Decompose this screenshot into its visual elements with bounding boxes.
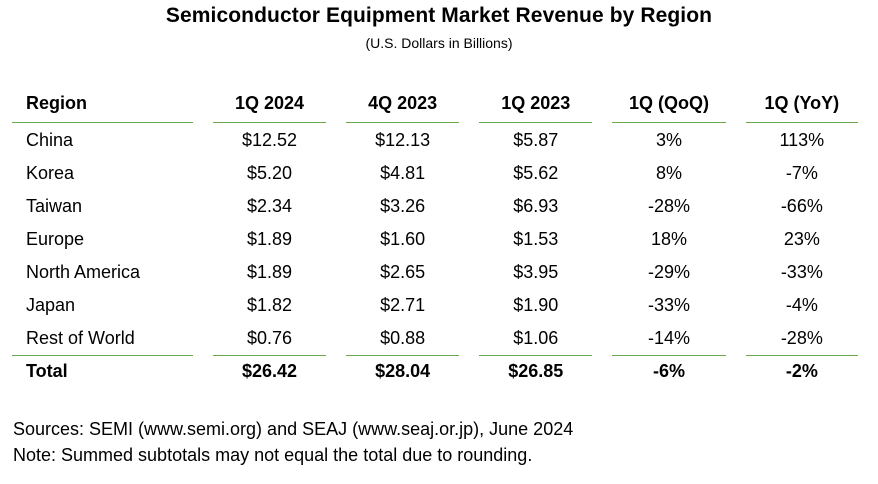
value-cell: $5.87 bbox=[513, 129, 559, 150]
percent-cell: -14% bbox=[647, 328, 691, 348]
value-cell: $12.13 bbox=[375, 129, 431, 150]
value-cell: $1.06 bbox=[513, 328, 559, 348]
table-row: Europe $1.89 $1.60 $1.53 18% 23% bbox=[12, 223, 858, 256]
table-header-row: Region 1Q 2024 4Q 2023 1Q 2023 1Q (QoQ) … bbox=[12, 84, 858, 123]
column-header-1q-2023: 1Q 2023 bbox=[479, 84, 593, 123]
percent-cell: -28% bbox=[780, 328, 823, 348]
table-row: Taiwan $2.34 $3.26 $6.93 -28% -66% bbox=[12, 190, 858, 223]
region-cell: Rest of World bbox=[26, 328, 135, 348]
region-cell: China bbox=[26, 129, 74, 150]
percent-cell: -33% bbox=[647, 295, 691, 315]
sources-note: Sources: SEMI (www.semi.org) and SEAJ (w… bbox=[13, 419, 574, 439]
value-cell: $0.76 bbox=[246, 328, 293, 348]
column-header-region: Region bbox=[12, 84, 193, 123]
value-cell: $3.95 bbox=[513, 262, 559, 282]
column-header-yoy: 1Q (YoY) bbox=[745, 84, 858, 123]
percent-cell: 3% bbox=[655, 129, 682, 150]
page-subtitle: (U.S. Dollars in Billions) bbox=[365, 35, 513, 51]
value-cell: $4.81 bbox=[380, 163, 426, 183]
table-row: Rest of World $0.76 $0.88 $1.06 -14% -28… bbox=[12, 322, 858, 355]
value-cell: $3.26 bbox=[380, 196, 426, 216]
total-label: Total bbox=[12, 355, 193, 386]
value-cell: $1.82 bbox=[246, 295, 293, 315]
region-cell: Japan bbox=[26, 295, 76, 315]
rounding-note: Note: Summed subtotals may not equal the… bbox=[13, 445, 533, 465]
value-cell: $1.89 bbox=[246, 262, 293, 282]
value-cell: $12.52 bbox=[241, 129, 298, 150]
value-cell: $1.90 bbox=[513, 295, 559, 315]
value-cell: $2.34 bbox=[246, 196, 293, 216]
region-cell: North America bbox=[26, 262, 141, 282]
value-cell: $2.71 bbox=[380, 295, 426, 315]
value-cell: $6.93 bbox=[513, 196, 559, 216]
column-header-1q-2024: 1Q 2024 bbox=[212, 84, 327, 123]
column-header-4q-2023: 4Q 2023 bbox=[346, 84, 460, 123]
page-title: Semiconductor Equipment Market Revenue b… bbox=[165, 4, 713, 27]
percent-cell: 8% bbox=[655, 163, 682, 183]
revenue-table: Region 1Q 2024 4Q 2023 1Q 2023 1Q (QoQ) … bbox=[0, 84, 878, 386]
total-percent-cell: -2% bbox=[745, 355, 858, 386]
percent-cell: -4% bbox=[785, 295, 818, 315]
total-percent-cell: -6% bbox=[612, 355, 726, 386]
percent-cell: 23% bbox=[783, 229, 820, 249]
table-row: China $12.52 $12.13 $5.87 3% 113% bbox=[12, 123, 858, 157]
percent-cell: -33% bbox=[780, 262, 823, 282]
region-cell: Europe bbox=[26, 229, 85, 249]
value-cell: $5.62 bbox=[513, 163, 559, 183]
column-header-qoq: 1Q (QoQ) bbox=[612, 84, 726, 123]
total-row: Total $26.42 $28.04 $26.85 -6% -2% bbox=[12, 355, 858, 386]
total-value-cell: $28.04 bbox=[346, 355, 460, 386]
percent-cell: -28% bbox=[647, 196, 691, 216]
percent-cell: -66% bbox=[780, 196, 823, 216]
value-cell: $5.20 bbox=[246, 163, 293, 183]
value-cell: $0.88 bbox=[380, 328, 426, 348]
percent-cell: 18% bbox=[650, 229, 688, 249]
value-cell: $1.89 bbox=[246, 229, 293, 249]
value-cell: $1.53 bbox=[513, 229, 559, 249]
footnotes: Sources: SEMI (www.semi.org) and SEAJ (w… bbox=[13, 416, 573, 468]
table-row: North America $1.89 $2.65 $3.95 -29% -33… bbox=[12, 256, 858, 289]
percent-cell: -7% bbox=[785, 163, 818, 183]
value-cell: $1.60 bbox=[380, 229, 426, 249]
percent-cell: 113% bbox=[779, 129, 825, 150]
region-cell: Korea bbox=[26, 163, 75, 183]
region-cell: Taiwan bbox=[26, 196, 83, 216]
table-row: Japan $1.82 $2.71 $1.90 -33% -4% bbox=[12, 289, 858, 322]
table-row: Korea $5.20 $4.81 $5.62 8% -7% bbox=[12, 157, 858, 190]
total-value-cell: $26.85 bbox=[479, 355, 593, 386]
percent-cell: -29% bbox=[647, 262, 691, 282]
total-value-cell: $26.42 bbox=[212, 355, 327, 386]
value-cell: $2.65 bbox=[380, 262, 426, 282]
